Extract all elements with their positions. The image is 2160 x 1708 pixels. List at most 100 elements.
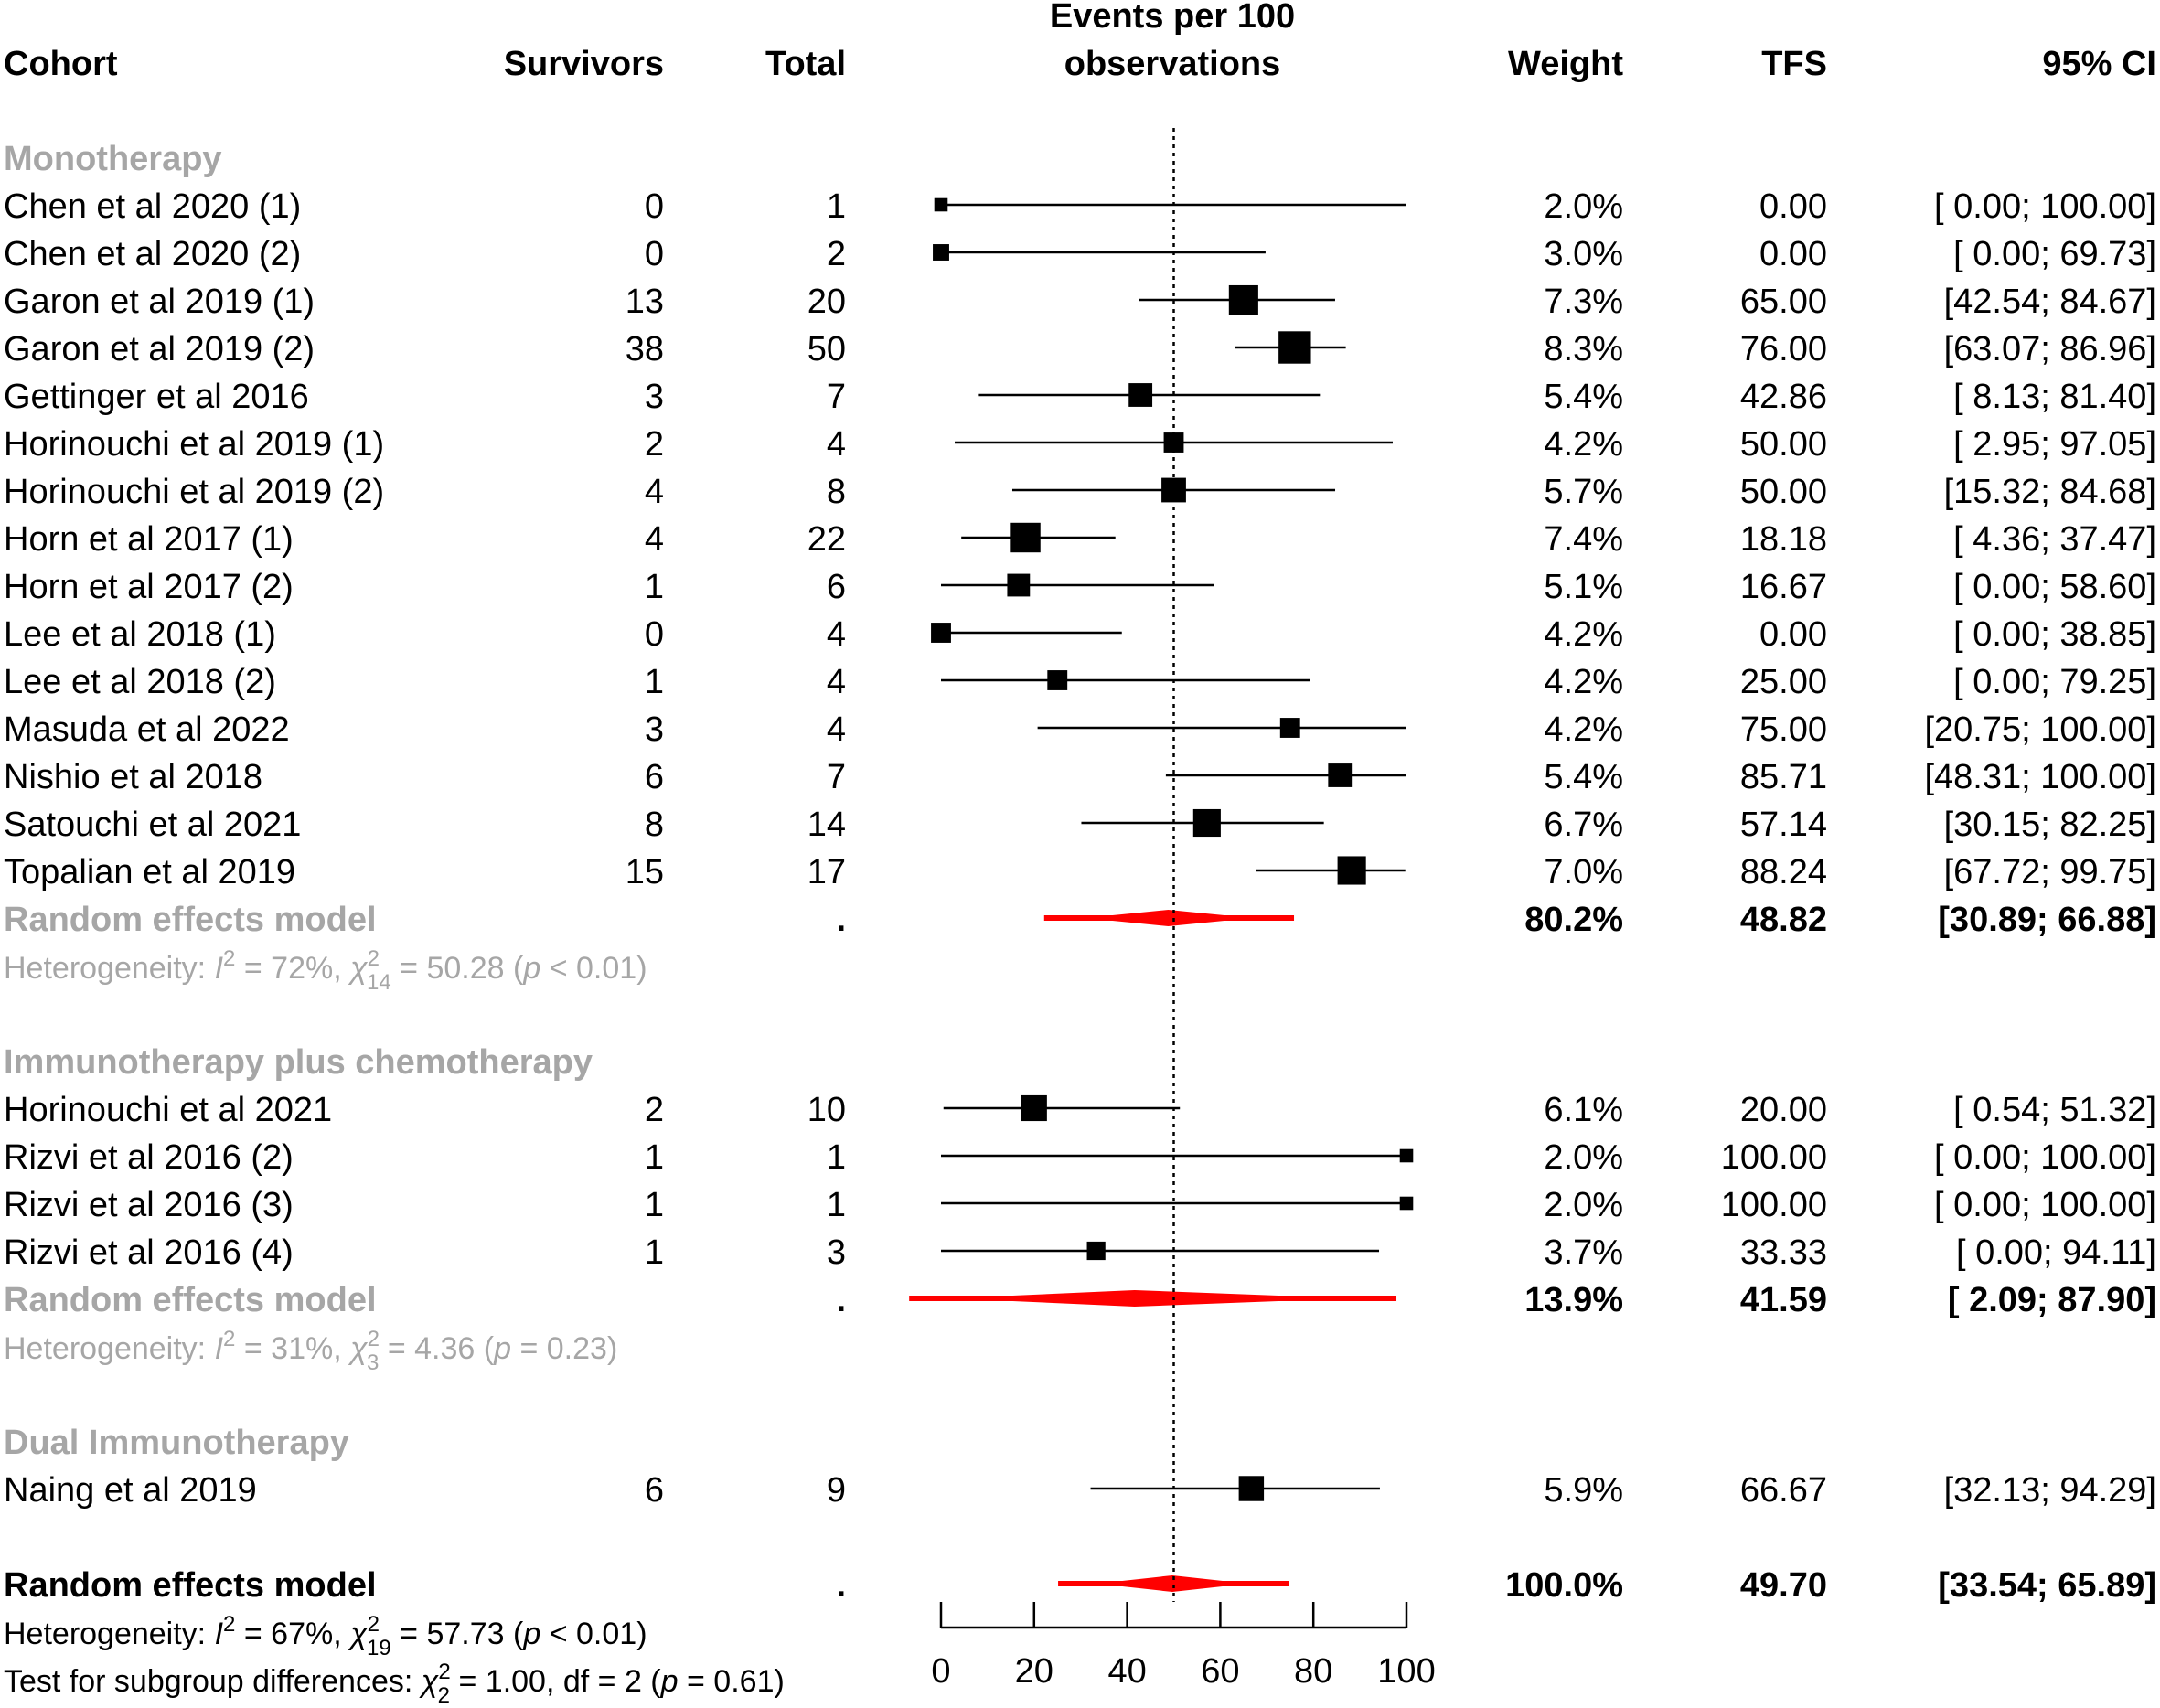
study-survivors: 0 xyxy=(645,187,664,226)
study-name: Rizvi et al 2016 (2) xyxy=(4,1138,294,1177)
subgroup-pooled-tfs: 41.59 xyxy=(1740,1281,1827,1319)
study-ci: [15.32; 84.68] xyxy=(1944,473,2156,511)
study-total: 9 xyxy=(827,1471,846,1510)
subgroup-heterogeneity-chi-symbol: χ xyxy=(348,951,369,986)
subgroup-test-chi-superscript: 2 xyxy=(438,1660,450,1684)
study-ci: [42.54; 84.67] xyxy=(1944,283,2156,321)
study-name: Gettinger et al 2016 xyxy=(4,378,309,416)
study-point-marker xyxy=(1021,1094,1047,1122)
study-tfs: 57.14 xyxy=(1740,806,1827,844)
subgroup-heterogeneity-chi-subscript: 3 xyxy=(367,1350,379,1375)
subgroup-heterogeneity-chi-value: = 50.28 ( xyxy=(391,951,524,986)
study-total: 7 xyxy=(827,758,846,796)
study-ci: [ 4.36; 37.47] xyxy=(1953,520,2156,559)
study-tfs: 18.18 xyxy=(1740,520,1827,559)
subgroup-heterogeneity-p-symbol: p xyxy=(522,951,540,986)
study-name: Chen et al 2020 (1) xyxy=(4,187,301,226)
study-point-marker xyxy=(1047,670,1068,690)
study-name: Satouchi et al 2021 xyxy=(4,806,301,844)
study-total: 20 xyxy=(807,283,846,321)
study-name: Nishio et al 2018 xyxy=(4,758,262,796)
study-weight: 5.4% xyxy=(1544,378,1623,416)
study-total: 1 xyxy=(827,1186,846,1224)
study-tfs: 100.00 xyxy=(1721,1186,1827,1224)
study-total: 2 xyxy=(827,235,846,273)
study-tfs: 85.71 xyxy=(1740,758,1827,796)
study-total: 1 xyxy=(827,187,846,226)
subgroup-heterogeneity-chi-value: = 4.36 ( xyxy=(379,1331,494,1366)
subgroup-heterogeneity-i2-superscript: 2 xyxy=(223,946,235,971)
study-weight: 6.1% xyxy=(1544,1091,1623,1129)
overall-pooled-weight: 100.0% xyxy=(1505,1566,1623,1605)
study-weight: 4.2% xyxy=(1544,710,1623,749)
overall-heterogeneity-prefix: Heterogeneity: xyxy=(4,1617,215,1651)
study-ci: [48.31; 100.00] xyxy=(1924,758,2156,796)
study-survivors: 6 xyxy=(645,1471,664,1510)
header-tfs: TFS xyxy=(1761,45,1827,83)
study-weight: 8.3% xyxy=(1544,330,1623,368)
overall-heterogeneity: Heterogeneity: I2 = 67%, χ2 19 = 57.73 (p… xyxy=(4,1612,647,1660)
overall-pooled-tfs: 49.70 xyxy=(1740,1566,1827,1605)
study-name: Horinouchi et al 2021 xyxy=(4,1091,332,1129)
study-tfs: 88.24 xyxy=(1740,853,1827,891)
header-events-line1: Events per 100 xyxy=(1050,0,1295,36)
study-survivors: 3 xyxy=(645,378,664,416)
study-ci: [ 2.95; 97.05] xyxy=(1953,425,2156,464)
subgroup-heterogeneity-chi-subscript: 14 xyxy=(367,970,391,995)
study-ci: [63.07; 86.96] xyxy=(1944,330,2156,368)
subgroup-heterogeneity-i2-value: = 72%, xyxy=(235,951,350,986)
study-point-marker xyxy=(934,197,948,212)
study-point-marker xyxy=(1238,1476,1265,1501)
subgroup-heterogeneity-chi-superscript: 2 xyxy=(368,946,380,971)
study-weight: 3.0% xyxy=(1544,235,1623,273)
study-weight: 6.7% xyxy=(1544,806,1623,844)
subgroup-pooled-label: Random effects model xyxy=(4,1281,377,1319)
study-ci: [20.75; 100.00] xyxy=(1924,710,2156,749)
overall-pooled-label: Random effects model xyxy=(4,1566,377,1605)
study-weight: 5.9% xyxy=(1544,1471,1623,1510)
study-name: Lee et al 2018 (1) xyxy=(4,615,276,654)
study-weight: 5.4% xyxy=(1544,758,1623,796)
study-total: 7 xyxy=(827,378,846,416)
study-survivors: 4 xyxy=(645,520,664,559)
subgroup-test-prefix: Test for subgroup differences: xyxy=(4,1664,422,1699)
study-name: Rizvi et al 2016 (4) xyxy=(4,1233,294,1272)
study-total: 50 xyxy=(807,330,846,368)
study-ci: [ 0.00; 100.00] xyxy=(1934,1138,2156,1177)
subgroup-pooled-ci: [30.89; 66.88] xyxy=(1938,901,2156,939)
subgroup-heterogeneity-p-value: < 0.01) xyxy=(540,951,647,986)
study-ci: [ 0.00; 79.25] xyxy=(1953,663,2156,701)
study-total: 3 xyxy=(827,1233,846,1272)
subgroup-pooled-label: Random effects model xyxy=(4,901,377,939)
study-point-marker xyxy=(1278,331,1311,364)
header-total: Total xyxy=(765,45,846,83)
study-name: Horn et al 2017 (2) xyxy=(4,568,294,606)
study-total: 4 xyxy=(827,663,846,701)
overall-pooled-ci: [33.54; 65.89] xyxy=(1938,1566,2156,1605)
subgroup-test: Test for subgroup differences: χ2 2 = 1.0… xyxy=(4,1660,785,1708)
study-point-marker xyxy=(931,623,951,643)
study-survivors: 1 xyxy=(645,1233,664,1272)
subgroup-test-chi-value: = 1.00, df = 2 ( xyxy=(450,1664,661,1699)
study-survivors: 1 xyxy=(645,1138,664,1177)
subgroup-pooled-total: . xyxy=(836,901,846,939)
study-tfs: 50.00 xyxy=(1740,473,1827,511)
subgroup-heterogeneity-i2-symbol: I xyxy=(215,1331,224,1366)
subgroup-pooled-weight: 80.2% xyxy=(1524,901,1623,939)
study-name: Garon et al 2019 (2) xyxy=(4,330,315,368)
subgroup-title: Dual Immunotherapy xyxy=(4,1424,349,1462)
subgroup-heterogeneity-i2-symbol: I xyxy=(215,951,224,986)
study-point-marker xyxy=(1328,763,1353,787)
subgroup-test-p-symbol: p xyxy=(660,1664,679,1699)
study-total: 4 xyxy=(827,710,846,749)
subgroup-heterogeneity-p-symbol: p xyxy=(493,1331,511,1366)
subgroup-heterogeneity: Heterogeneity: I2 = 72%, χ2 14 = 50.28 (p… xyxy=(4,946,647,995)
study-survivors: 13 xyxy=(626,283,664,321)
overall-heterogeneity-p-value: < 0.01) xyxy=(540,1617,647,1651)
header-ci: 95% CI xyxy=(2042,45,2156,83)
study-survivors: 8 xyxy=(645,806,664,844)
x-axis-tick-label: 80 xyxy=(1294,1652,1332,1691)
study-weight: 3.7% xyxy=(1544,1233,1623,1272)
overall-heterogeneity-p-symbol: p xyxy=(522,1617,540,1651)
